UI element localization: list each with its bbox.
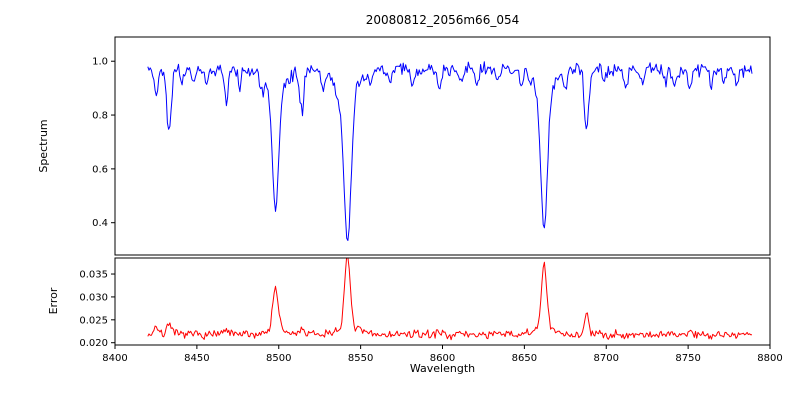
spectrum-y-tick-label: 0.4: [92, 218, 108, 229]
x-axis-label: Wavelength: [409, 362, 476, 375]
spectrum-y-tick-label: 0.6: [92, 164, 108, 175]
x-tick-label: 8550: [348, 353, 373, 364]
error-y-tick-label: 0.020: [79, 338, 108, 349]
spectrum-y-ticks: 0.4 0.6 0.8 1.0: [92, 57, 115, 229]
error-series: [147, 258, 753, 341]
error-y-ticks: 0.020 0.025 0.030 0.035: [79, 270, 115, 349]
x-tick-label: 8700: [594, 353, 619, 364]
x-tick-label: 8800: [757, 353, 782, 364]
error-y-tick-label: 0.035: [79, 270, 108, 281]
x-tick-label: 8400: [102, 353, 127, 364]
x-axis-ticks: 8400 8450 8500 8550 8600 8650 8700 8750 8800: [102, 345, 783, 364]
error-y-tick-label: 0.025: [79, 315, 108, 326]
spectrum-series: [147, 61, 753, 241]
error-y-tick-label: 0.030: [79, 292, 108, 303]
spectrum-y-tick-label: 0.8: [92, 111, 108, 122]
spectrum-axes-frame: [114, 36, 771, 256]
x-tick-label: 8450: [184, 353, 209, 364]
chart-title: 20080812_2056m66_054: [365, 13, 520, 27]
x-tick-label: 8500: [266, 353, 291, 364]
x-tick-label: 8650: [512, 353, 537, 364]
spectrum-y-tick-label: 1.0: [92, 57, 108, 68]
x-tick-label: 8600: [430, 353, 455, 364]
x-tick-label: 8750: [675, 353, 700, 364]
